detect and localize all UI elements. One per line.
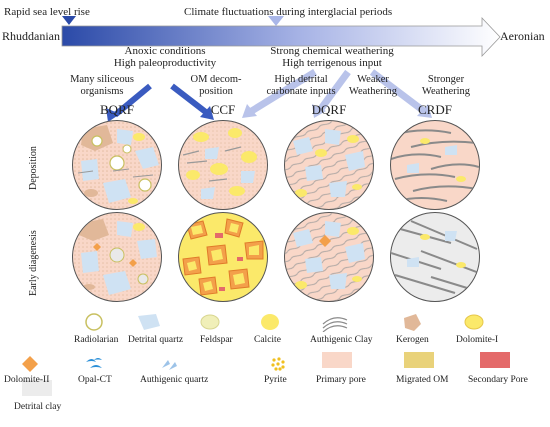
arrow-label-weaker-2: Weathering [348,86,398,97]
arrow-label-carbonate-2: carbonate inputs [266,86,336,97]
arrow-label-siliceous-1: Many siliceous [70,74,134,85]
crdf-deposition-circle [390,120,480,210]
legend-label-primary-pore: Primary pore [316,375,366,385]
facies-title-bqrf: BQRF [100,102,134,117]
legend-label-authigenic-clay: Authigenic Clay [310,335,373,345]
stage-end-label: Aeronian [500,29,545,43]
arrow-label-weaker-1: Weaker [357,74,389,85]
legend-label-dolomite-i: Dolomite-I [456,335,499,345]
row-label-deposition: Deposition [28,146,39,190]
feldspar-icon [200,314,220,330]
row-label-diagenesis: Early diagenesis [28,230,39,296]
kerogen-icon [404,314,421,331]
event-sea-level: Rapid sea level rise [4,6,90,18]
opal-ct-icon [86,358,102,368]
arrow-label-om-2: position [199,86,233,97]
arrow-label-siliceous-2: organisms [80,86,124,97]
legend-label-detrital-clay: Detrital clay [14,402,62,412]
transition-arrows [111,198,440,210]
arrow-label-carbonate-1: High detrital [274,74,328,85]
dqrf-deposition-circle [284,120,374,210]
driver-right-1: Strong chemical weathering [270,45,394,57]
legend-label-secondary-pore: Secondary Pore [468,375,528,385]
detrital-clay-icon [22,380,52,396]
driver-left-1: Anoxic conditions [124,45,206,57]
legend-label-opal-ct: Opal-CT [78,375,112,385]
driver-right-2: High terrigenous input [282,57,382,69]
legend-label-feldspar: Feldspar [200,335,233,345]
legend-label-migrated-om: Migrated OM [396,375,449,385]
driver-left-2: High paleoproductivity [113,57,217,69]
detrital-quartz-icon [138,314,160,330]
legend-label-calcite: Calcite [254,335,281,345]
authigenic-clay-icon [322,317,348,332]
dolomite-ii-icon [22,356,38,372]
climate-marker [268,16,284,26]
arrow-label-stronger-2: Weathering [421,86,471,97]
calcite-icon [261,314,279,330]
arrow-label-stronger-1: Stronger [427,74,465,85]
legend-label-authigenic-quartz: Authigenic quartz [140,375,209,385]
crdf-diagenesis-circle [390,212,480,302]
legend-label-radiolarian: Radiolarian [74,335,119,345]
facies-title-crdf: CRDF [418,102,452,117]
facies-title-ccf: CCF [210,102,236,117]
event-climate: Climate fluctuations during interglacial… [184,6,393,18]
authigenic-quartz-icon [162,360,177,370]
sea-level-marker [62,16,76,25]
radiolarian-icon [85,313,103,331]
dolomite-i-icon [464,314,484,330]
ccf-diagenesis-circle [178,212,268,302]
migrated-om-icon [404,352,434,368]
dqrf-diagenesis-circle [284,212,374,302]
ccf-deposition-circle [178,120,268,210]
legend-label-detrital-quartz: Detrital quartz [128,335,184,345]
bqrf-deposition-circle [72,120,162,210]
pyrite-icon [271,357,285,371]
legend-label-dolomite-ii: Dolomite-II [4,375,50,385]
secondary-pore-icon [480,352,510,368]
legend-label-pyrite: Pyrite [264,375,287,385]
primary-pore-icon [322,352,352,368]
arrow-label-om-1: OM decom- [190,74,242,85]
legend-label-kerogen: Kerogen [396,335,429,345]
driver-arrows [106,69,432,122]
bqrf-diagenesis-circle [72,212,162,302]
stage-start-label: Rhuddanian [2,29,60,43]
facies-title-dqrf: DQRF [311,102,347,117]
